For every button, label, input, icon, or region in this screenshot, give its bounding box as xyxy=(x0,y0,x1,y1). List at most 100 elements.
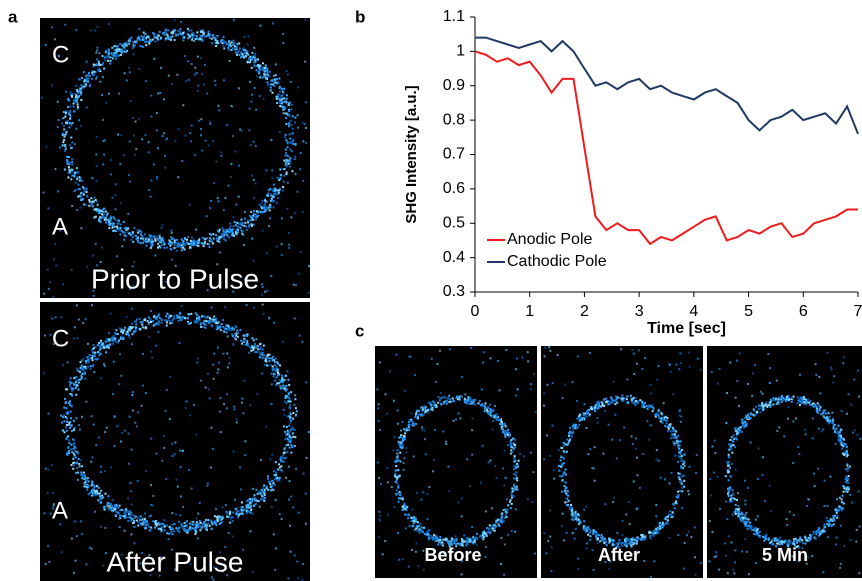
dot xyxy=(168,533,170,535)
dot xyxy=(62,430,64,432)
dot xyxy=(76,467,78,469)
dot xyxy=(427,493,429,495)
dot xyxy=(574,538,576,540)
dot xyxy=(274,484,276,486)
dot xyxy=(657,414,659,416)
dot xyxy=(124,72,126,74)
dot xyxy=(235,224,237,226)
dot xyxy=(127,520,129,522)
dot xyxy=(235,233,237,235)
dot xyxy=(258,71,260,73)
dot xyxy=(488,461,490,463)
dot xyxy=(175,479,177,481)
dot xyxy=(232,335,234,337)
dot xyxy=(602,539,604,541)
dot xyxy=(391,486,393,488)
dot xyxy=(154,36,156,38)
dot xyxy=(126,511,128,513)
dot xyxy=(283,409,285,411)
dot xyxy=(69,114,71,116)
dot xyxy=(209,207,211,209)
dot xyxy=(276,102,278,104)
dot xyxy=(137,241,139,243)
dot xyxy=(427,409,429,411)
dot xyxy=(624,539,626,541)
dot xyxy=(210,520,212,522)
dot xyxy=(112,197,114,199)
dot xyxy=(70,411,72,413)
dot xyxy=(644,402,646,404)
dot xyxy=(255,216,257,218)
dot xyxy=(178,531,180,533)
dot xyxy=(124,517,126,519)
dot xyxy=(275,63,277,65)
dot xyxy=(71,170,73,172)
dot xyxy=(212,233,214,235)
dot xyxy=(100,466,102,468)
dot xyxy=(640,539,642,541)
dot xyxy=(622,398,624,400)
dot xyxy=(196,72,198,74)
dot xyxy=(282,101,284,103)
dot xyxy=(587,534,589,536)
dot xyxy=(145,470,147,472)
dot xyxy=(211,528,213,530)
dot xyxy=(410,517,412,519)
dot xyxy=(273,470,275,472)
dot xyxy=(275,548,277,550)
dot xyxy=(262,491,264,493)
dot xyxy=(446,403,448,405)
dot xyxy=(466,537,468,539)
dot xyxy=(198,38,200,40)
dot xyxy=(287,159,289,161)
dot xyxy=(384,540,386,542)
dot xyxy=(568,440,570,442)
dot xyxy=(69,442,71,444)
dot xyxy=(47,269,49,271)
dot xyxy=(603,399,605,401)
dot xyxy=(270,364,272,366)
dot xyxy=(561,475,563,477)
dot xyxy=(636,508,638,510)
dot xyxy=(504,435,506,437)
dot xyxy=(80,472,82,474)
dot xyxy=(282,33,284,35)
dot xyxy=(134,154,136,156)
dot xyxy=(305,493,307,495)
dot xyxy=(218,241,220,243)
dot xyxy=(112,499,114,501)
dot xyxy=(154,41,156,43)
dot xyxy=(252,513,254,515)
dot xyxy=(563,462,565,464)
dot xyxy=(243,47,245,49)
dot xyxy=(223,79,225,81)
dot xyxy=(424,533,426,535)
dot xyxy=(189,204,191,206)
dot xyxy=(273,75,275,77)
dot xyxy=(259,343,261,345)
dot xyxy=(236,330,238,332)
dot xyxy=(193,35,195,37)
dot xyxy=(138,229,140,231)
dot xyxy=(77,479,79,481)
dot xyxy=(100,342,102,344)
dot xyxy=(413,520,415,522)
dot xyxy=(186,520,188,522)
dot xyxy=(117,341,119,343)
dot xyxy=(241,501,243,503)
dot xyxy=(295,468,297,470)
dot xyxy=(405,527,407,529)
dot xyxy=(499,418,501,420)
dot xyxy=(206,237,208,239)
dot xyxy=(481,388,483,390)
dot xyxy=(69,162,71,164)
dot xyxy=(96,209,98,211)
dot xyxy=(142,39,144,41)
dot xyxy=(112,225,114,227)
dot xyxy=(511,495,513,497)
dot xyxy=(214,80,216,82)
dot xyxy=(62,283,64,285)
dot xyxy=(276,96,278,98)
dot xyxy=(463,534,465,536)
dot xyxy=(396,453,398,455)
